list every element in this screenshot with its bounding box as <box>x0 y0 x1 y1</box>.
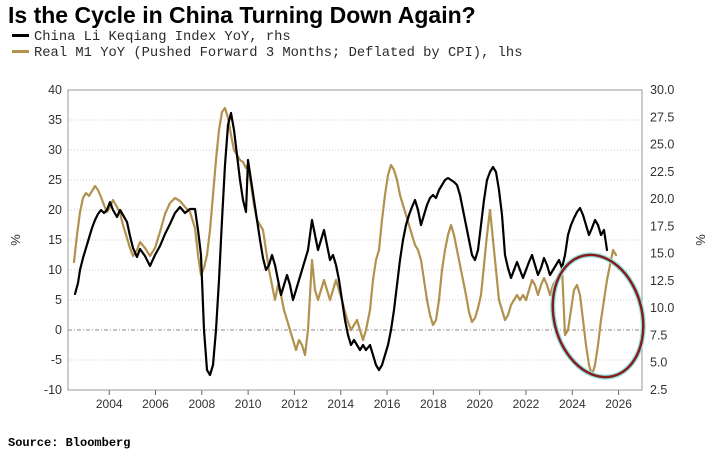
svg-text:-10: -10 <box>44 383 62 397</box>
svg-text:%: % <box>693 234 708 246</box>
svg-text:2020: 2020 <box>466 397 493 411</box>
svg-text:25.0: 25.0 <box>650 138 674 152</box>
svg-text:2022: 2022 <box>513 397 540 411</box>
svg-text:40: 40 <box>48 83 62 97</box>
svg-text:30.0: 30.0 <box>650 83 674 97</box>
svg-text:10: 10 <box>48 263 62 277</box>
svg-text:2004: 2004 <box>96 397 123 411</box>
svg-text:22.5: 22.5 <box>650 165 674 179</box>
svg-text:2016: 2016 <box>374 397 401 411</box>
svg-text:2026: 2026 <box>605 397 632 411</box>
svg-text:2010: 2010 <box>235 397 262 411</box>
svg-text:15.0: 15.0 <box>650 247 674 261</box>
svg-text:2.5: 2.5 <box>650 383 667 397</box>
svg-text:2012: 2012 <box>281 397 308 411</box>
svg-text:2008: 2008 <box>188 397 215 411</box>
svg-text:%: % <box>8 234 23 246</box>
svg-text:2014: 2014 <box>327 397 354 411</box>
svg-text:17.5: 17.5 <box>650 219 674 233</box>
svg-text:5: 5 <box>55 293 62 307</box>
svg-text:2018: 2018 <box>420 397 447 411</box>
svg-text:20.0: 20.0 <box>650 192 674 206</box>
svg-text:30: 30 <box>48 143 62 157</box>
svg-text:0: 0 <box>55 323 62 337</box>
svg-text:12.5: 12.5 <box>650 274 674 288</box>
svg-text:35: 35 <box>48 113 62 127</box>
svg-text:27.5: 27.5 <box>650 110 674 124</box>
svg-text:20: 20 <box>48 203 62 217</box>
svg-text:2006: 2006 <box>142 397 169 411</box>
svg-text:15: 15 <box>48 233 62 247</box>
svg-text:-5: -5 <box>51 353 62 367</box>
svg-text:25: 25 <box>48 173 62 187</box>
svg-text:7.5: 7.5 <box>650 328 667 342</box>
svg-text:5.0: 5.0 <box>650 356 667 370</box>
svg-text:10.0: 10.0 <box>650 301 674 315</box>
svg-text:2024: 2024 <box>559 397 586 411</box>
